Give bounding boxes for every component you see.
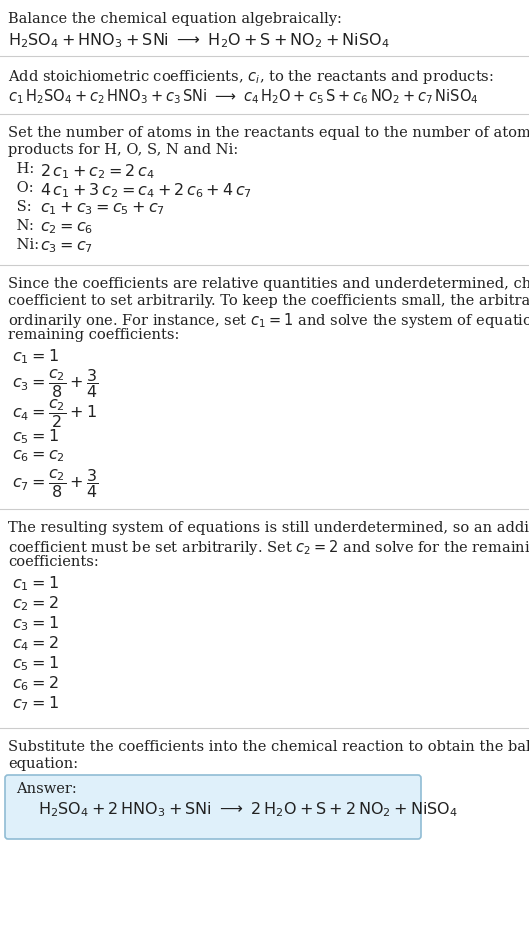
Text: ordinarily one. For instance, set $c_1 = 1$ and solve the system of equations fo: ordinarily one. For instance, set $c_1 =… [8,311,529,330]
Text: $c_4 = \dfrac{c_2}{2} + 1$: $c_4 = \dfrac{c_2}{2} + 1$ [12,397,97,429]
Text: $2\,c_1 + c_2 = 2\,c_4$: $2\,c_1 + c_2 = 2\,c_4$ [40,162,155,181]
Text: Balance the chemical equation algebraically:: Balance the chemical equation algebraica… [8,12,342,26]
Text: $c_1 = 1$: $c_1 = 1$ [12,347,59,366]
FancyBboxPatch shape [5,775,421,839]
Text: S:: S: [12,200,32,214]
Text: $4\,c_1 + 3\,c_2 = c_4 + 2\,c_6 + 4\,c_7$: $4\,c_1 + 3\,c_2 = c_4 + 2\,c_6 + 4\,c_7… [40,181,252,200]
Text: $c_3 = \dfrac{c_2}{8} + \dfrac{3}{4}$: $c_3 = \dfrac{c_2}{8} + \dfrac{3}{4}$ [12,367,98,400]
Text: Add stoichiometric coefficients, $c_i$, to the reactants and products:: Add stoichiometric coefficients, $c_i$, … [8,68,494,86]
Text: N:: N: [12,219,34,233]
Text: O:: O: [12,181,34,195]
Text: H:: H: [12,162,34,176]
Text: $c_1 = 1$: $c_1 = 1$ [12,574,59,593]
Text: $c_5 = 1$: $c_5 = 1$ [12,654,59,673]
Text: $c_5 = 1$: $c_5 = 1$ [12,427,59,446]
Text: $\mathrm{H_2SO_4 + HNO_3 + SNi \ \longrightarrow \ H_2O + S + NO_2 + NiSO_4}$: $\mathrm{H_2SO_4 + HNO_3 + SNi \ \longri… [8,31,389,50]
Text: $c_6 = c_2$: $c_6 = c_2$ [12,447,65,464]
Text: $c_7 = 1$: $c_7 = 1$ [12,694,59,713]
Text: $c_2 = 2$: $c_2 = 2$ [12,594,59,613]
Text: $c_1 + c_3 = c_5 + c_7$: $c_1 + c_3 = c_5 + c_7$ [40,200,165,217]
Text: Ni:: Ni: [12,238,39,252]
Text: $c_4 = 2$: $c_4 = 2$ [12,634,59,653]
Text: $c_3 = 1$: $c_3 = 1$ [12,614,59,633]
Text: $c_6 = 2$: $c_6 = 2$ [12,674,59,693]
Text: coefficient to set arbitrarily. To keep the coefficients small, the arbitrary va: coefficient to set arbitrarily. To keep … [8,294,529,308]
Text: Substitute the coefficients into the chemical reaction to obtain the balanced: Substitute the coefficients into the che… [8,740,529,754]
Text: products for H, O, S, N and Ni:: products for H, O, S, N and Ni: [8,143,238,157]
Text: equation:: equation: [8,757,78,771]
Text: Set the number of atoms in the reactants equal to the number of atoms in the: Set the number of atoms in the reactants… [8,126,529,140]
Text: The resulting system of equations is still underdetermined, so an additional: The resulting system of equations is sti… [8,521,529,535]
Text: $c_3 = c_7$: $c_3 = c_7$ [40,238,93,255]
Text: Since the coefficients are relative quantities and underdetermined, choose a: Since the coefficients are relative quan… [8,277,529,291]
Text: $\mathrm{H_2SO_4 + 2\,HNO_3 + SNi \ \longrightarrow \ 2\,H_2O + S + 2\,NO_2 + Ni: $\mathrm{H_2SO_4 + 2\,HNO_3 + SNi \ \lon… [38,800,458,819]
Text: Answer:: Answer: [16,782,77,796]
Text: coefficients:: coefficients: [8,555,99,569]
Text: $c_1\,\mathrm{H_2SO_4} + c_2\,\mathrm{HNO_3} + c_3\,\mathrm{SNi} \ \longrightarr: $c_1\,\mathrm{H_2SO_4} + c_2\,\mathrm{HN… [8,87,479,106]
Text: $c_7 = \dfrac{c_2}{8} + \dfrac{3}{4}$: $c_7 = \dfrac{c_2}{8} + \dfrac{3}{4}$ [12,467,98,500]
Text: $c_2 = c_6$: $c_2 = c_6$ [40,219,93,236]
Text: coefficient must be set arbitrarily. Set $c_2 = 2$ and solve for the remaining: coefficient must be set arbitrarily. Set… [8,538,529,557]
Text: remaining coefficients:: remaining coefficients: [8,328,179,342]
